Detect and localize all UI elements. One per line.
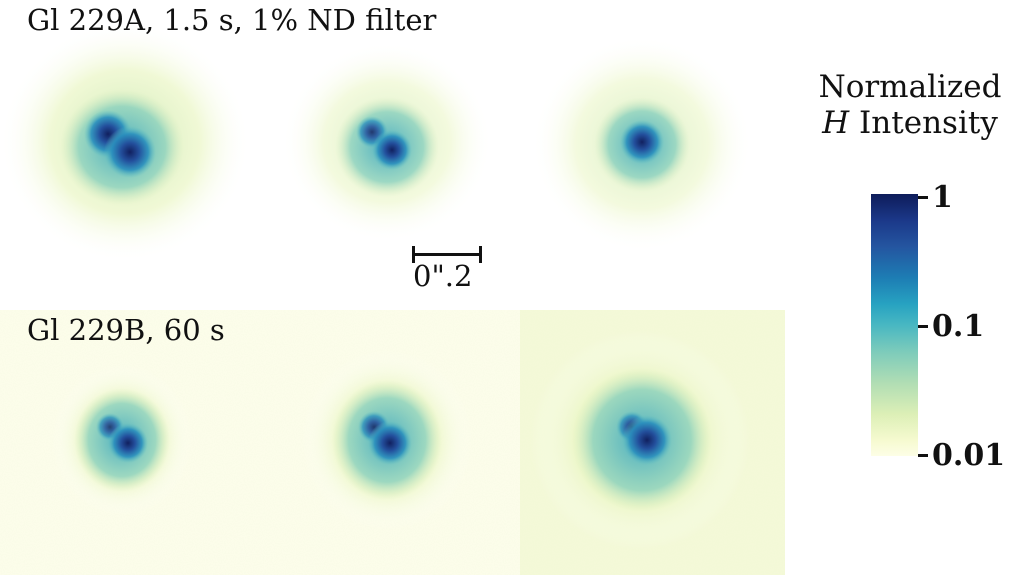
psf-b-1 (0, 315, 260, 575)
colorbar-tick-1 (918, 196, 928, 199)
colorbar-tick-label-1: 1 (932, 180, 953, 215)
scale-bar (412, 246, 482, 263)
psf-b-2 (262, 315, 522, 575)
colorbar-title-italic: H (822, 104, 850, 141)
colorbar-title-rest: Intensity (849, 104, 998, 141)
colorbar (871, 194, 918, 456)
colorbar-title-line2: H Intensity (800, 104, 1020, 142)
psf-b-3 (522, 315, 782, 575)
panel-a-label: Gl 229A, 1.5 s, 1% ND filter (27, 3, 437, 37)
colorbar-tick-label-3: 0.01 (932, 438, 1006, 473)
psf-a-3 (522, 12, 782, 272)
colorbar-tick-3 (918, 454, 928, 457)
panel-b-label: Gl 229B, 60 s (27, 313, 225, 347)
colorbar-tick-2 (918, 325, 928, 328)
psf-a-1 (0, 12, 260, 272)
colorbar-tick-label-2: 0.1 (932, 309, 985, 344)
colorbar-title: Normalized H Intensity (800, 69, 1020, 142)
scale-bar-label: 0".2 (413, 259, 473, 293)
colorbar-title-line1: Normalized (818, 69, 1002, 105)
psf-a-2 (262, 12, 522, 272)
